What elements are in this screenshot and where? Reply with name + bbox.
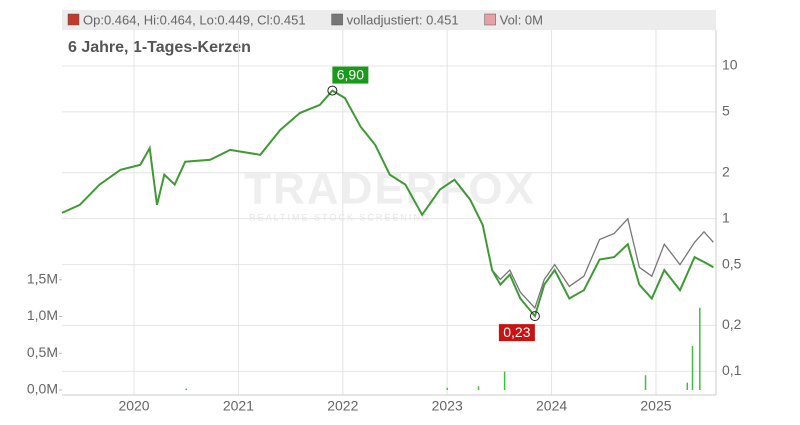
watermark: TRADERFOX xyxy=(244,165,536,214)
y2-tick-label: 1,0M xyxy=(27,307,58,323)
legend-bar xyxy=(62,10,716,30)
y-tick-label: 5 xyxy=(722,103,730,119)
annotation-label: 6,90 xyxy=(337,66,364,82)
y-tick-label: 0,2 xyxy=(722,316,742,332)
y2-tick-label: 1,5M xyxy=(27,270,58,286)
annotation-box xyxy=(332,66,369,84)
legend-label: volladjustiert: 0.451 xyxy=(347,12,459,27)
y-tick-label: 1 xyxy=(722,209,730,225)
legend-swatch xyxy=(331,13,343,26)
legend-label: Op:0.464, Hi:0.464, Lo:0.449, Cl:0.451 xyxy=(83,12,306,27)
y-tick-label: 10 xyxy=(722,57,738,73)
legend-label: Vol: 0M xyxy=(500,12,543,27)
y-tick-label: 0,1 xyxy=(722,362,742,378)
x-tick-label: 2025 xyxy=(640,398,671,414)
watermark-sub: REALTIME STOCK SCREENING xyxy=(249,212,431,222)
legend-swatch xyxy=(67,13,80,26)
annotation-box xyxy=(498,324,535,342)
annotation-marker xyxy=(327,85,338,96)
annotation-marker xyxy=(529,311,540,322)
y-tick-label: 0,5 xyxy=(722,255,742,271)
x-tick-label: 2022 xyxy=(327,398,358,414)
x-tick-label: 2021 xyxy=(223,398,254,414)
y2-tick-label: 0,5M xyxy=(27,344,58,360)
legend-swatch xyxy=(484,13,496,26)
x-tick-label: 2020 xyxy=(118,398,149,414)
y2-tick-label: 0,0M xyxy=(27,381,58,397)
subtitle: 6 Jahre, 1-Tages-Kerzen xyxy=(68,39,251,56)
y-tick-label: 2 xyxy=(722,163,730,179)
x-tick-label: 2023 xyxy=(432,398,463,414)
price-line xyxy=(61,89,714,319)
annotation-label: 0,23 xyxy=(503,324,530,340)
x-tick-label: 2024 xyxy=(536,398,567,414)
